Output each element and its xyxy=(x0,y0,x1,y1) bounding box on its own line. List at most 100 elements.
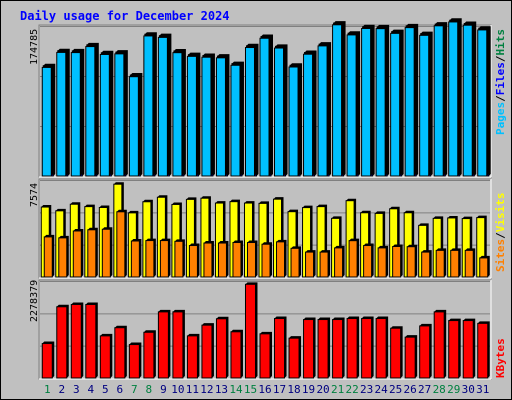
legend-sep-3: / xyxy=(494,232,507,239)
sites-bar-day-5-face xyxy=(101,228,111,278)
kbytes-bar-day-4-depth xyxy=(85,302,98,378)
legend-sep-2: / xyxy=(494,55,507,62)
kbytes-bar-day-8-face xyxy=(143,331,155,379)
sites-bar-day-31-face xyxy=(479,257,489,278)
kbytes-bar-day-31-face xyxy=(477,322,489,379)
sites-bar-day-20 xyxy=(319,250,331,278)
sites-bar-day-1-face xyxy=(43,236,53,278)
files-bar-day-30-depth xyxy=(464,21,477,177)
kbytes-bar-day-16-face xyxy=(259,333,271,379)
sites-bar-day-7 xyxy=(130,239,142,278)
legend-kbytes: KBytes xyxy=(494,338,507,378)
pages-bar-day-1 xyxy=(41,65,54,177)
kbytes-bar-day-25 xyxy=(390,326,403,379)
x-tick-day-4: 4 xyxy=(87,383,94,396)
files-bar-day-25-depth xyxy=(391,29,404,176)
sites-bar-day-30-face xyxy=(464,249,474,278)
sites-bar-day-28-face xyxy=(435,249,445,278)
pages-bar-day-23-depth xyxy=(361,26,373,177)
kbytes-bar-day-10 xyxy=(172,309,185,379)
kbytes-bar-day-10-depth xyxy=(172,309,185,378)
files-bar-day-14-depth xyxy=(231,61,244,176)
sites-bar-day-24 xyxy=(377,245,389,278)
bars xyxy=(40,18,491,379)
sites-bar-day-3-face xyxy=(72,230,82,278)
kbytes-bar-day-5 xyxy=(99,333,113,379)
sites-bar-day-6 xyxy=(116,209,127,278)
kbytes-bar-day-5-face xyxy=(99,335,111,379)
sites-bar-day-31 xyxy=(479,255,490,278)
kbytes-bar-day-11-face xyxy=(186,335,198,379)
files-bar-day-11-depth xyxy=(188,52,201,177)
files-bar-day-16-depth xyxy=(261,34,273,176)
pages-bar-day-24-face xyxy=(375,28,386,177)
x-tick-day-18: 18 xyxy=(287,383,300,396)
kbytes-bar-day-30 xyxy=(462,318,476,379)
x-tick-day-7: 7 xyxy=(131,383,138,396)
pages-bar-day-23-face xyxy=(361,27,372,177)
pages-bar-day-28-face xyxy=(433,25,444,177)
kbytes-bar-day-18 xyxy=(288,336,302,379)
kbytes-bar-day-19-face xyxy=(303,319,315,379)
kbytes-bar-day-13-depth xyxy=(216,316,229,378)
kbytes-bar-day-11-depth xyxy=(187,333,200,378)
kbytes-bar-day-12-depth xyxy=(201,323,214,378)
pages-bar-day-27 xyxy=(419,33,431,177)
pages-bar-day-26-depth xyxy=(405,25,417,176)
kbytes-bar-day-28 xyxy=(433,309,447,379)
sites-bar-day-13 xyxy=(217,241,229,278)
pages-bar-day-31-depth xyxy=(477,27,489,177)
pages-bar-day-7-face xyxy=(128,76,139,177)
sites-bar-day-4 xyxy=(87,227,98,278)
kbytes-bar-day-28-depth xyxy=(434,309,447,378)
pages-bar-day-18 xyxy=(288,65,301,177)
files-bar-day-3-depth xyxy=(72,48,85,176)
sites-bar-day-29-face xyxy=(450,249,460,278)
kbytes-bar-day-30-depth xyxy=(463,318,476,378)
kbytes-bar-day-2-depth xyxy=(56,304,69,378)
files-bar-day-17-depth xyxy=(275,44,288,176)
pages-bar-day-23 xyxy=(361,26,373,177)
sites-bar-day-14 xyxy=(232,240,243,278)
files-bar-day-9-depth xyxy=(159,33,172,177)
pages-bar-day-5-face xyxy=(99,53,110,177)
x-tick-day-12: 12 xyxy=(200,383,213,396)
sites-bar-day-2-face xyxy=(58,237,68,278)
kbytes-bar-day-17-face xyxy=(274,318,286,379)
sites-bar-day-26 xyxy=(406,244,418,278)
kbytes-bar-day-21 xyxy=(332,317,345,379)
pages-bar-day-18-depth xyxy=(289,65,301,176)
y-max-label-kbytes: 2278379 xyxy=(29,280,40,322)
pages-bar-day-24-depth xyxy=(376,26,388,177)
x-tick-day-24: 24 xyxy=(375,383,389,396)
sites-bar-day-26-face xyxy=(406,246,416,278)
sites-bar-day-12-face xyxy=(203,242,213,278)
x-tick-day-19: 19 xyxy=(302,383,315,396)
x-tick-day-5: 5 xyxy=(102,383,109,396)
pages-bar-day-5-depth xyxy=(100,52,112,176)
sites-bar-day-3 xyxy=(72,228,84,278)
sites-bar-day-5 xyxy=(101,227,113,278)
pages-bar-day-20-face xyxy=(317,45,328,177)
pages-bar-day-26 xyxy=(404,25,417,177)
sites-bar-day-15 xyxy=(246,240,258,278)
files-bar-day-27-depth xyxy=(420,31,433,177)
kbytes-bar-day-19 xyxy=(303,317,316,379)
pages-bar-day-17-depth xyxy=(274,46,286,176)
x-tick-day-28: 28 xyxy=(433,383,446,396)
files-bar-day-4-depth xyxy=(86,42,99,177)
sites-bar-day-9-face xyxy=(159,240,169,278)
pages-bar-day-30 xyxy=(462,23,475,177)
x-tick-day-21: 21 xyxy=(331,383,344,396)
pages-bar-day-26-face xyxy=(404,27,415,177)
kbytes-bar-day-7-face xyxy=(128,344,140,379)
sites-bar-day-1 xyxy=(43,234,55,278)
pages-bar-day-9-face xyxy=(157,36,168,177)
kbytes-bar-day-7 xyxy=(128,342,142,379)
pages-bar-day-7 xyxy=(128,74,141,177)
sites-bar-day-25-face xyxy=(392,245,402,278)
pages-bar-day-8-depth xyxy=(143,33,155,176)
chart-title: Daily usage for December 2024 xyxy=(20,9,230,23)
x-tick-day-29: 29 xyxy=(447,383,460,396)
